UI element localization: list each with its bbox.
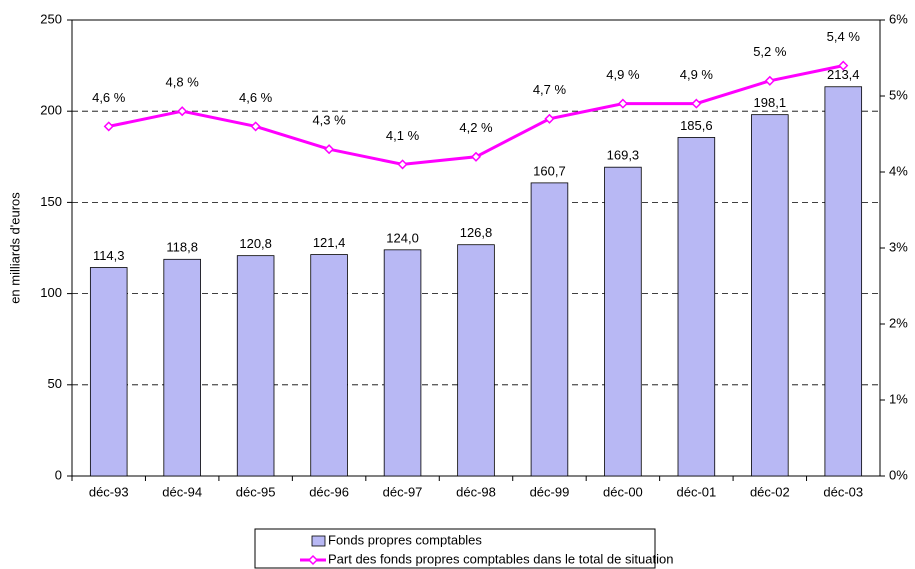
line-value-label: 4,9 %	[606, 67, 640, 82]
y2-tick-label: 2%	[889, 315, 908, 330]
line-value-label: 4,6 %	[92, 90, 126, 105]
line-marker	[764, 75, 775, 86]
bar-value-label: 120,8	[239, 236, 272, 251]
bar	[89, 267, 128, 477]
line-marker	[177, 106, 188, 117]
x-tick-label: déc-95	[236, 484, 276, 499]
x-tick-label: déc-01	[676, 484, 716, 499]
line-marker	[397, 159, 408, 170]
bar	[457, 244, 495, 477]
line-value-label: 4,2 %	[459, 120, 493, 135]
line-value-label: 5,4 %	[827, 29, 861, 44]
x-tick-label: déc-03	[823, 484, 863, 499]
bar-value-label: 160,7	[533, 163, 566, 178]
bar	[383, 249, 422, 477]
bar-value-label: 121,4	[313, 235, 346, 250]
x-tick-label: déc-93	[89, 484, 129, 499]
y-axis-title: en milliards d'euros	[7, 192, 22, 304]
legend-swatch	[311, 535, 326, 547]
line-marker	[250, 121, 261, 132]
y2-tick-label: 5%	[889, 87, 908, 102]
bar-value-label: 118,8	[166, 240, 198, 255]
line-marker	[617, 98, 628, 109]
y2-tick-label: 4%	[889, 163, 908, 178]
y-tick-label: 200	[40, 103, 62, 118]
y2-tick-label: 3%	[889, 239, 908, 254]
bar	[163, 258, 201, 477]
bar-value-label: 169,3	[607, 148, 640, 163]
bar	[604, 166, 642, 477]
bar-value-label: 126,8	[460, 225, 493, 240]
x-tick-label: déc-97	[383, 484, 423, 499]
bar-value-label: 185,6	[680, 118, 713, 133]
x-tick-label: déc-98	[456, 484, 496, 499]
x-tick-label: déc-00	[603, 484, 643, 499]
legend-label: Part des fonds propres comptables dans l…	[328, 551, 673, 566]
bar	[310, 254, 348, 477]
bar-value-label: 114,3	[93, 248, 125, 263]
bar	[677, 137, 716, 477]
line-value-label: 4,6 %	[239, 90, 273, 105]
y-tick-label: 0	[55, 467, 62, 482]
line-value-label: 4,9 %	[680, 67, 714, 82]
bar-value-label: 124,0	[386, 230, 419, 245]
y-tick-label: 50	[48, 376, 62, 391]
bar	[824, 86, 863, 477]
bar-value-label: 198,1	[754, 95, 787, 110]
line-marker	[691, 98, 702, 109]
bar	[751, 114, 789, 477]
line	[108, 64, 844, 166]
y-tick-label: 100	[40, 285, 62, 300]
line-value-label: 4,7 %	[533, 82, 567, 97]
line-marker	[838, 60, 849, 71]
x-tick-label: déc-96	[309, 484, 349, 499]
y-tick-label: 250	[40, 11, 62, 26]
line-value-label: 4,3 %	[312, 113, 346, 128]
line-value-label: 4,8 %	[166, 75, 200, 90]
y2-tick-label: 0%	[889, 467, 908, 482]
legend-marker	[307, 554, 319, 566]
x-tick-label: déc-94	[162, 484, 202, 499]
y2-tick-label: 1%	[889, 391, 908, 406]
bar-value-label: 213,4	[827, 67, 860, 82]
y2-tick-label: 6%	[889, 11, 908, 26]
bar	[236, 255, 275, 477]
line-value-label: 5,2 %	[753, 44, 787, 59]
line-marker	[324, 144, 335, 155]
line-marker	[544, 113, 555, 124]
line-marker	[103, 121, 114, 132]
x-tick-label: déc-02	[750, 484, 790, 499]
legend-label: Fonds propres comptables	[328, 532, 482, 547]
line-value-label: 4,1 %	[386, 128, 420, 143]
x-tick-label: déc-99	[530, 484, 570, 499]
y-tick-label: 150	[40, 194, 62, 209]
line-marker	[470, 151, 482, 162]
bar	[530, 182, 569, 477]
